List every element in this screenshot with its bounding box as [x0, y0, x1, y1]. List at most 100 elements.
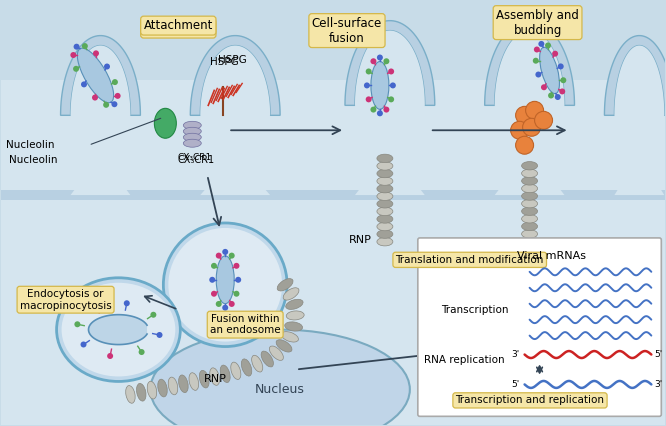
Text: Attachment: Attachment	[144, 19, 213, 32]
Circle shape	[515, 106, 533, 124]
Circle shape	[559, 89, 565, 95]
Ellipse shape	[377, 222, 393, 231]
Circle shape	[73, 44, 79, 50]
Ellipse shape	[521, 260, 537, 268]
Ellipse shape	[521, 215, 537, 223]
Circle shape	[228, 253, 234, 259]
Text: Translation and modification: Translation and modification	[396, 255, 544, 265]
Ellipse shape	[158, 379, 167, 397]
Ellipse shape	[521, 222, 537, 230]
Circle shape	[377, 110, 383, 116]
Circle shape	[139, 349, 145, 355]
Ellipse shape	[220, 365, 230, 383]
Text: 5': 5'	[654, 350, 663, 359]
Ellipse shape	[377, 154, 393, 163]
Circle shape	[75, 321, 81, 327]
Polygon shape	[485, 20, 575, 105]
Circle shape	[81, 342, 87, 348]
Circle shape	[93, 304, 99, 310]
Polygon shape	[1, 190, 665, 200]
Ellipse shape	[151, 330, 410, 426]
Ellipse shape	[377, 238, 393, 246]
Polygon shape	[615, 46, 664, 195]
Circle shape	[364, 82, 370, 89]
Ellipse shape	[521, 184, 537, 193]
Ellipse shape	[189, 373, 198, 390]
Circle shape	[366, 69, 372, 75]
Circle shape	[377, 55, 383, 60]
Ellipse shape	[61, 283, 175, 377]
Circle shape	[111, 101, 117, 107]
Circle shape	[81, 81, 87, 87]
Circle shape	[222, 249, 228, 255]
Ellipse shape	[57, 278, 180, 381]
Ellipse shape	[521, 199, 537, 208]
Ellipse shape	[283, 288, 299, 300]
Circle shape	[388, 96, 394, 102]
Ellipse shape	[199, 370, 209, 388]
Text: Endocytosis or
macropinocytosis: Endocytosis or macropinocytosis	[20, 289, 111, 311]
Circle shape	[115, 93, 121, 99]
Circle shape	[228, 301, 234, 307]
Circle shape	[82, 43, 88, 49]
Circle shape	[535, 72, 541, 78]
Ellipse shape	[377, 162, 393, 170]
Ellipse shape	[377, 184, 393, 193]
Circle shape	[103, 102, 109, 108]
Circle shape	[92, 95, 98, 101]
Circle shape	[216, 301, 222, 307]
Circle shape	[534, 46, 540, 52]
Circle shape	[384, 58, 390, 64]
Circle shape	[168, 228, 282, 342]
Text: Nucleolin: Nucleolin	[6, 140, 54, 150]
Circle shape	[93, 50, 99, 56]
Ellipse shape	[377, 177, 393, 185]
Circle shape	[388, 69, 394, 75]
Circle shape	[384, 106, 390, 112]
Polygon shape	[345, 20, 435, 105]
Text: HSPG: HSPG	[218, 55, 247, 66]
Ellipse shape	[377, 200, 393, 208]
Ellipse shape	[286, 299, 303, 309]
Text: Viral mRNAs: Viral mRNAs	[517, 251, 586, 261]
Text: Fusion within
an endosome: Fusion within an endosome	[210, 314, 280, 335]
Ellipse shape	[276, 340, 292, 352]
Ellipse shape	[137, 383, 146, 401]
Text: CX₃CR1: CX₃CR1	[177, 153, 211, 162]
Ellipse shape	[210, 368, 220, 386]
Circle shape	[71, 52, 77, 58]
Circle shape	[151, 312, 157, 318]
Circle shape	[222, 305, 228, 311]
Ellipse shape	[252, 355, 263, 372]
Circle shape	[511, 121, 529, 139]
Circle shape	[541, 84, 547, 90]
Ellipse shape	[521, 177, 537, 185]
Circle shape	[525, 101, 543, 119]
Circle shape	[209, 277, 215, 283]
Circle shape	[523, 118, 541, 136]
Ellipse shape	[183, 139, 201, 147]
Ellipse shape	[261, 351, 274, 367]
Text: RNP: RNP	[348, 235, 372, 245]
Circle shape	[112, 79, 118, 85]
Circle shape	[560, 77, 566, 83]
Circle shape	[163, 223, 287, 347]
Polygon shape	[71, 46, 131, 195]
Ellipse shape	[377, 192, 393, 201]
Circle shape	[538, 41, 544, 47]
Circle shape	[370, 58, 376, 64]
Ellipse shape	[371, 61, 389, 109]
Circle shape	[211, 263, 217, 269]
Circle shape	[124, 300, 130, 306]
Circle shape	[211, 291, 217, 297]
Circle shape	[557, 63, 563, 69]
Polygon shape	[61, 36, 141, 115]
Circle shape	[157, 332, 163, 338]
Ellipse shape	[521, 161, 537, 170]
Ellipse shape	[521, 253, 537, 261]
Text: Attachment: Attachment	[144, 22, 213, 35]
Ellipse shape	[281, 331, 298, 342]
Ellipse shape	[377, 230, 393, 238]
Circle shape	[548, 92, 554, 98]
Circle shape	[216, 253, 222, 259]
